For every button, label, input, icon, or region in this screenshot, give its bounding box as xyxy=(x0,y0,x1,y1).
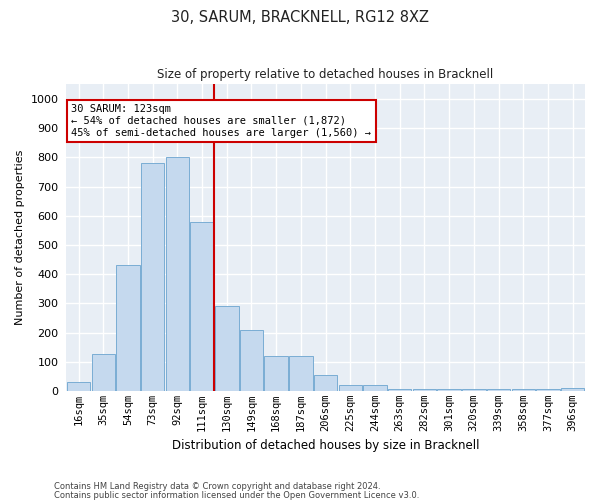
Text: Contains public sector information licensed under the Open Government Licence v3: Contains public sector information licen… xyxy=(54,490,419,500)
Bar xyxy=(437,390,461,391)
Bar xyxy=(363,385,387,391)
Bar xyxy=(190,222,214,391)
Bar xyxy=(215,306,239,391)
Bar xyxy=(536,390,560,391)
Bar xyxy=(289,356,313,391)
Bar xyxy=(388,388,412,391)
Title: Size of property relative to detached houses in Bracknell: Size of property relative to detached ho… xyxy=(157,68,494,80)
Bar xyxy=(240,330,263,391)
Text: 30, SARUM, BRACKNELL, RG12 8XZ: 30, SARUM, BRACKNELL, RG12 8XZ xyxy=(171,10,429,25)
Bar xyxy=(413,388,436,391)
Bar xyxy=(67,382,90,391)
Bar xyxy=(116,266,140,391)
Bar xyxy=(487,390,510,391)
Bar xyxy=(561,388,584,391)
Text: 30 SARUM: 123sqm
← 54% of detached houses are smaller (1,872)
45% of semi-detach: 30 SARUM: 123sqm ← 54% of detached house… xyxy=(71,104,371,138)
X-axis label: Distribution of detached houses by size in Bracknell: Distribution of detached houses by size … xyxy=(172,440,479,452)
Text: Contains HM Land Registry data © Crown copyright and database right 2024.: Contains HM Land Registry data © Crown c… xyxy=(54,482,380,491)
Bar xyxy=(462,390,485,391)
Bar xyxy=(166,158,189,391)
Bar xyxy=(338,385,362,391)
Y-axis label: Number of detached properties: Number of detached properties xyxy=(15,150,25,326)
Bar xyxy=(265,356,288,391)
Bar xyxy=(314,375,337,391)
Bar xyxy=(92,354,115,391)
Bar xyxy=(512,390,535,391)
Bar xyxy=(141,163,164,391)
